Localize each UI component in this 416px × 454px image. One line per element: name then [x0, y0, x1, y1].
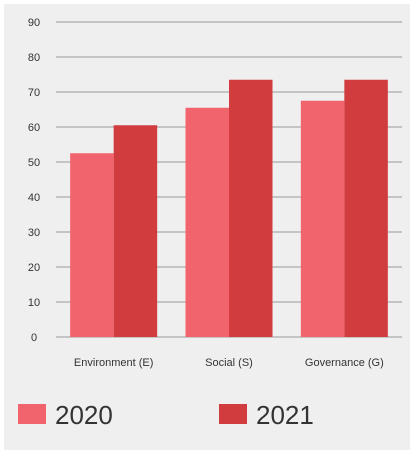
legend-label-2020: 2020: [55, 400, 113, 430]
bar-2020-3: [300, 100, 345, 337]
bar-chart: 0 10 20 30 40 50 60 70 80 90 Environment (E) Socia…: [18, 17, 402, 430]
y-axis-ticks: 0 10 20 30 40 50 60 70 80 90: [28, 17, 40, 344]
y-tick-label-40: 40: [28, 192, 40, 204]
bar-2021-2: [229, 79, 273, 337]
y-tick-label-30: 30: [28, 227, 40, 239]
x-tick-label-2: Social (S): [205, 357, 253, 369]
bar-2021-1: [113, 125, 158, 337]
legend: 2020 2021: [18, 400, 314, 430]
y-tick-label-80: 80: [28, 52, 40, 64]
legend-swatch-2020: [18, 404, 46, 424]
x-tick-label-1: Environment (E): [74, 357, 153, 369]
y-tick-label-10: 10: [28, 297, 40, 309]
legend-label-2021: 2021: [256, 400, 314, 430]
bar-2020-2: [185, 107, 229, 337]
chart-panel: 0 10 20 30 40 50 60 70 80 90 Environment (E) Socia…: [4, 4, 410, 450]
y-tick-label-50: 50: [28, 157, 40, 169]
bar-2020-1: [70, 153, 114, 337]
y-tick-label-20: 20: [28, 262, 40, 274]
x-axis-ticks: Environment (E) Social (S) Governance (G): [74, 357, 384, 369]
legend-swatch-2021: [219, 404, 247, 424]
y-tick-label-60: 60: [28, 122, 40, 134]
bar-2021-3: [344, 79, 388, 337]
y-tick-label-70: 70: [28, 87, 40, 99]
y-tick-label-0: 0: [31, 332, 37, 344]
y-tick-label-90: 90: [28, 17, 40, 29]
x-tick-label-3: Governance (G): [305, 357, 384, 369]
bars: [70, 79, 388, 337]
